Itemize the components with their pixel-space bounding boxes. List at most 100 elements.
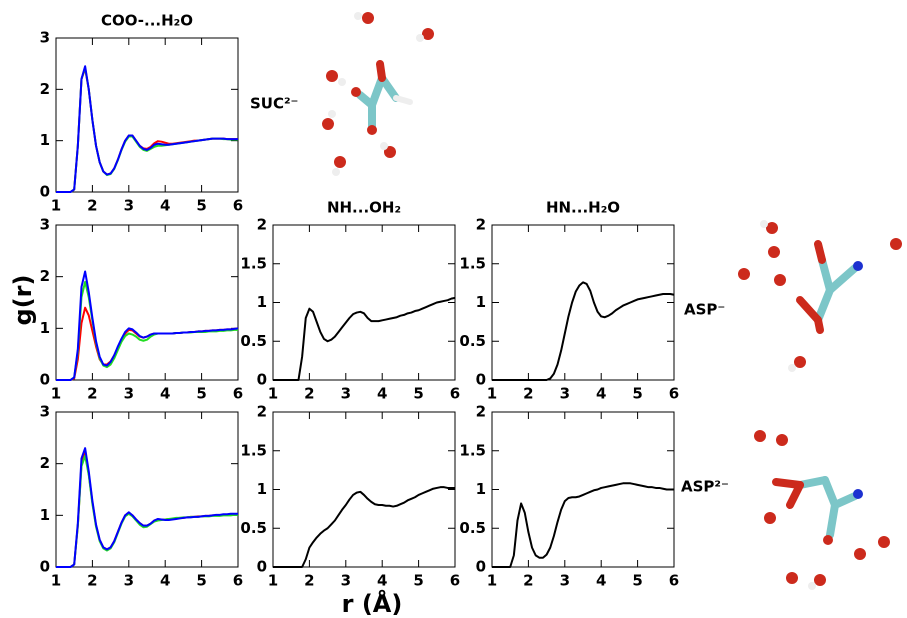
y-tick-label: 0 (476, 371, 486, 389)
asp-molecule (738, 220, 902, 372)
x-tick-label: 5 (196, 572, 206, 590)
y-tick-label: 2 (476, 403, 486, 421)
x-tick-label: 1 (51, 197, 61, 215)
y-tick-label: 3 (40, 403, 50, 421)
chart-title: NH...OH₂ (327, 199, 401, 217)
x-tick-label: 5 (196, 385, 206, 403)
molecule-label: SUC²⁻ (250, 95, 298, 113)
y-tick-label: 0.5 (459, 519, 486, 537)
y-tick-label: 2 (40, 80, 50, 98)
plot-frame (492, 225, 674, 380)
molecule-label: ASP⁻ (684, 301, 725, 319)
y-tick-label: 0.5 (459, 332, 486, 350)
molecule-images (322, 12, 902, 590)
x-tick-label: 2 (523, 572, 533, 590)
y-tick-label: 1.5 (240, 441, 267, 459)
x-tick-label: 4 (160, 385, 170, 403)
x-tick-label: 3 (124, 197, 134, 215)
x-tick-label: 2 (87, 197, 97, 215)
x-tick-label: 2 (304, 572, 314, 590)
x-tick-label: 2 (523, 385, 533, 403)
y-tick-label: 0 (257, 558, 267, 576)
plot-frame (273, 412, 455, 567)
data-line (492, 483, 674, 567)
x-tick-label: 4 (377, 385, 387, 403)
y-tick-label: 0 (40, 371, 50, 389)
x-tick-label: 3 (124, 385, 134, 403)
x-tick-label: 6 (450, 385, 460, 403)
x-tick-label: 3 (124, 572, 134, 590)
y-tick-label: 1 (257, 480, 267, 498)
y-tick-label: 1.5 (459, 441, 486, 459)
y-tick-label: 0 (40, 558, 50, 576)
figure: g(r) r (Å) SUC²⁻ ASP⁻ ASP²⁻ 1234560123CO… (0, 0, 907, 618)
data-line (56, 456, 238, 567)
x-tick-label: 6 (233, 385, 243, 403)
x-tick-label: 1 (268, 572, 278, 590)
data-line (56, 453, 238, 567)
data-line (56, 69, 238, 192)
x-tick-label: 3 (560, 385, 570, 403)
x-tick-label: 2 (87, 572, 97, 590)
plot-frame (273, 225, 455, 380)
x-tick-label: 3 (341, 572, 351, 590)
x-tick-label: 4 (596, 385, 606, 403)
y-tick-label: 3 (40, 29, 50, 47)
x-tick-label: 5 (196, 197, 206, 215)
molecule-label: ASP²⁻ (681, 478, 729, 496)
y-tick-label: 0.5 (240, 519, 267, 537)
data-line (56, 68, 238, 192)
y-axis-label: g(r) (9, 275, 37, 326)
data-line (56, 448, 238, 567)
data-line (492, 282, 674, 380)
x-tick-label: 5 (413, 572, 423, 590)
y-tick-label: 0 (257, 371, 267, 389)
x-tick-label: 4 (377, 572, 387, 590)
plot-frame (56, 38, 238, 192)
data-line (273, 298, 455, 380)
x-tick-label: 6 (669, 385, 679, 403)
y-tick-label: 1 (40, 506, 50, 524)
x-tick-label: 5 (632, 572, 642, 590)
x-tick-label: 6 (233, 197, 243, 215)
x-tick-label: 5 (632, 385, 642, 403)
y-tick-label: 2 (257, 216, 267, 234)
y-tick-label: 1.5 (240, 254, 267, 272)
data-line (56, 308, 238, 380)
chart-title: COO-...H₂O (101, 12, 193, 30)
y-tick-label: 1 (40, 131, 50, 149)
y-tick-label: 2 (40, 267, 50, 285)
x-tick-label: 5 (413, 385, 423, 403)
plot-frame (56, 412, 238, 567)
y-tick-label: 3 (40, 216, 50, 234)
x-tick-label: 4 (160, 197, 170, 215)
plot-frame (492, 412, 674, 567)
x-tick-label: 3 (341, 385, 351, 403)
plot-frame (56, 225, 238, 380)
y-tick-label: 0 (476, 558, 486, 576)
suc-molecule (322, 12, 434, 176)
y-tick-label: 2 (257, 403, 267, 421)
x-tick-label: 1 (51, 572, 61, 590)
x-tick-label: 1 (487, 385, 497, 403)
x-tick-label: 6 (233, 572, 243, 590)
x-tick-label: 4 (160, 572, 170, 590)
y-tick-label: 1 (476, 480, 486, 498)
y-tick-label: 0.5 (240, 332, 267, 350)
x-tick-label: 2 (304, 385, 314, 403)
y-tick-label: 2 (476, 216, 486, 234)
x-tick-label: 4 (596, 572, 606, 590)
x-tick-label: 1 (487, 572, 497, 590)
asp2-molecule (754, 430, 890, 590)
x-tick-label: 1 (268, 385, 278, 403)
x-axis-label: r (Å) (342, 589, 403, 618)
x-tick-label: 3 (560, 572, 570, 590)
x-tick-label: 2 (87, 385, 97, 403)
